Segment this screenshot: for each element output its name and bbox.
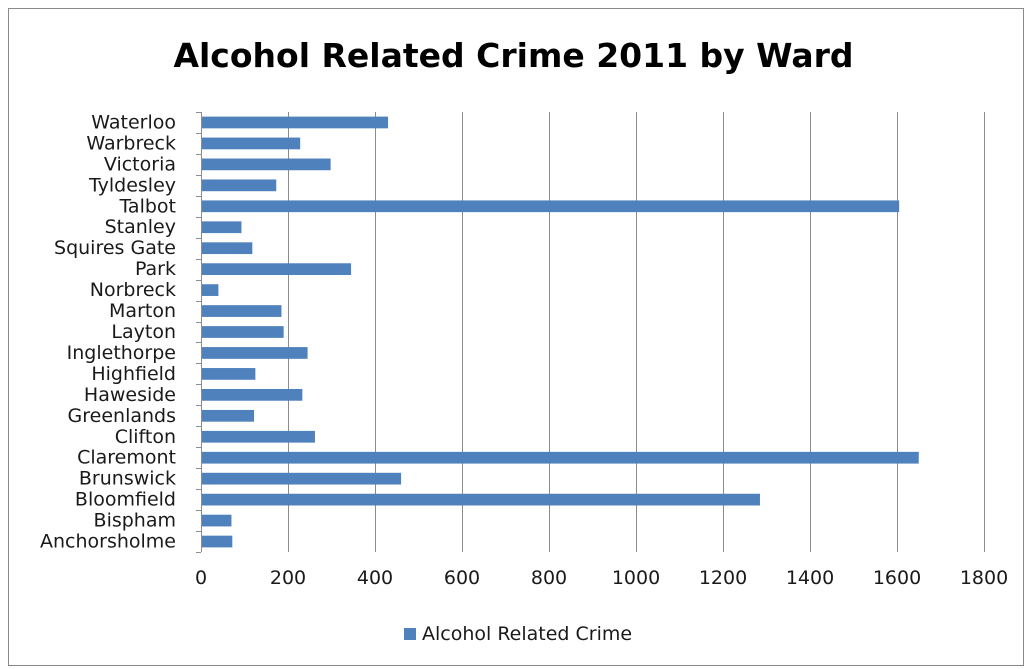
x-tick-label: 1400 — [786, 567, 834, 589]
category-label: Highfield — [91, 363, 176, 385]
chart-frame — [8, 8, 1024, 666]
bar — [202, 305, 282, 317]
category-label: Clifton — [115, 426, 176, 448]
category-label: Park — [135, 258, 176, 280]
bar — [202, 409, 255, 422]
category-label: Victoria — [104, 153, 176, 175]
bar — [202, 116, 389, 129]
bar — [202, 326, 284, 338]
x-tick-label: 200 — [270, 567, 306, 589]
category-label: Waterloo — [91, 111, 176, 133]
x-tick-label: 1000 — [612, 567, 660, 589]
bar — [202, 535, 233, 548]
category-label: Norbreck — [90, 279, 176, 301]
category-label: Inglethorpe — [67, 342, 176, 364]
category-label: Bispham — [94, 510, 176, 532]
x-tick-label: 800 — [531, 567, 567, 589]
bar — [202, 388, 303, 401]
x-tick-label: 1200 — [699, 567, 747, 589]
bar — [202, 451, 919, 464]
bar — [202, 493, 760, 506]
category-label: Warbreck — [86, 132, 176, 154]
chart-title: Alcohol Related Crime 2011 by Ward — [173, 36, 854, 75]
legend: Alcohol Related Crime — [404, 622, 632, 646]
category-label: Tyldesley — [88, 174, 176, 196]
bar — [202, 137, 301, 150]
category-label: Bloomfield — [75, 489, 176, 511]
x-tick-label: 0 — [195, 567, 207, 589]
category-label: Layton — [111, 321, 176, 343]
category-label: Squires Gate — [54, 237, 176, 259]
category-label: Greenlands — [68, 405, 176, 427]
category-label: Brunswick — [79, 468, 176, 490]
legend-label: Alcohol Related Crime — [422, 623, 633, 645]
bar — [202, 472, 402, 485]
bar — [202, 242, 253, 255]
bar — [202, 284, 219, 296]
gridlines — [288, 112, 985, 552]
category-label: Talbot — [118, 195, 176, 217]
legend-swatch — [404, 628, 416, 640]
category-label: Stanley — [105, 216, 176, 238]
bar — [202, 221, 242, 234]
x-tick-label: 1800 — [960, 567, 1008, 589]
bar — [202, 347, 308, 359]
x-tick-label: 600 — [444, 567, 480, 589]
bars — [202, 116, 919, 548]
bar — [202, 263, 352, 276]
bar — [202, 368, 256, 380]
category-labels: WaterlooWarbreckVictoriaTyldesleyTalbotS… — [40, 111, 176, 552]
category-label: Claremont — [77, 447, 176, 469]
category-label: Marton — [109, 300, 176, 322]
category-label: Haweside — [84, 384, 176, 406]
x-tick-labels: 0 200 400 600 800 1000 1200 1400 1600 1800 — [195, 567, 1008, 589]
bar — [202, 430, 315, 443]
category-label: Anchorsholme — [40, 531, 176, 553]
bar — [202, 158, 331, 171]
x-tick-label: 400 — [357, 567, 393, 589]
x-tick-label: 1600 — [873, 567, 921, 589]
bar — [202, 514, 232, 527]
axes — [196, 112, 202, 553]
bar — [202, 179, 277, 192]
bar — [202, 200, 900, 213]
